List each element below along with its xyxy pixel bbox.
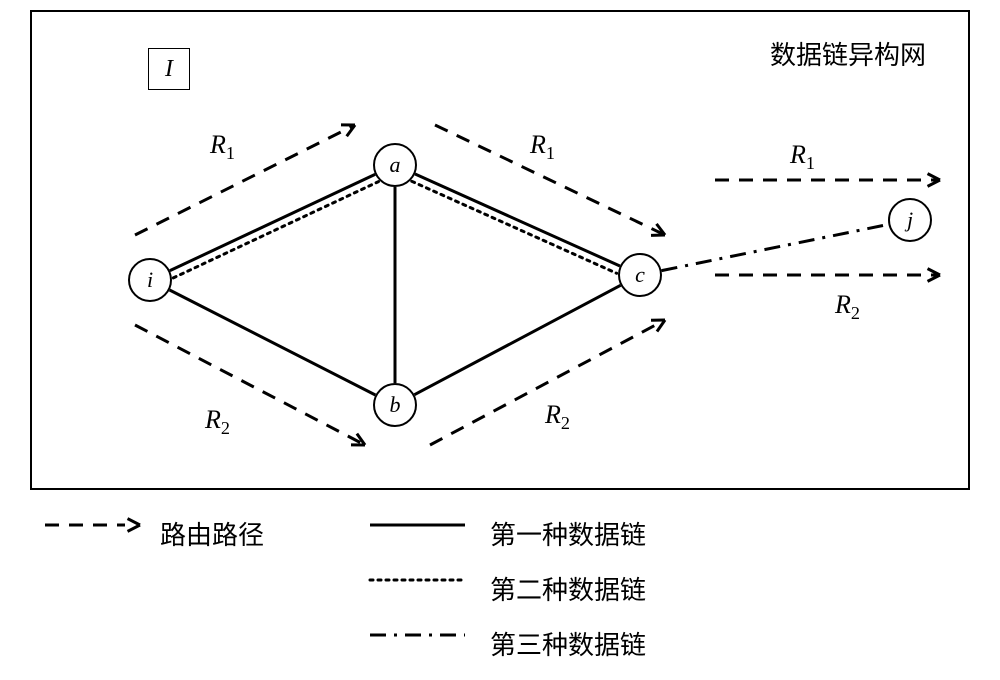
i-box-label: I xyxy=(165,56,173,83)
route-label: R2 xyxy=(835,290,860,324)
i-box: I xyxy=(148,48,190,90)
node-b-label: b xyxy=(390,392,401,418)
node-b: b xyxy=(373,383,417,427)
diagram-title-text: 数据链异构网 xyxy=(770,41,926,70)
route-label: R1 xyxy=(790,140,815,174)
node-i-label: i xyxy=(147,267,153,293)
node-a: a xyxy=(373,143,417,187)
legend-item-label: 路由路径 xyxy=(160,515,264,552)
route-label: R2 xyxy=(205,405,230,439)
route-label: R1 xyxy=(210,130,235,164)
node-j: j xyxy=(888,198,932,242)
legend-item-label: 第三种数据链 xyxy=(490,625,646,662)
node-c: c xyxy=(618,253,662,297)
node-c-label: c xyxy=(635,262,645,288)
node-i: i xyxy=(128,258,172,302)
route-label: R1 xyxy=(530,130,555,164)
node-a-label: a xyxy=(390,152,401,178)
diagram-canvas: I 数据链异构网 i a b c j R1 R1 R1 R2 R2 R2 路由路径 第一种数… xyxy=(0,0,1000,680)
legend-item-label: 第一种数据链 xyxy=(490,515,646,552)
node-j-label: j xyxy=(907,207,913,233)
route-label: R2 xyxy=(545,400,570,434)
legend-item-label: 第二种数据链 xyxy=(490,570,646,607)
diagram-title: 数据链异构网 xyxy=(770,35,926,72)
